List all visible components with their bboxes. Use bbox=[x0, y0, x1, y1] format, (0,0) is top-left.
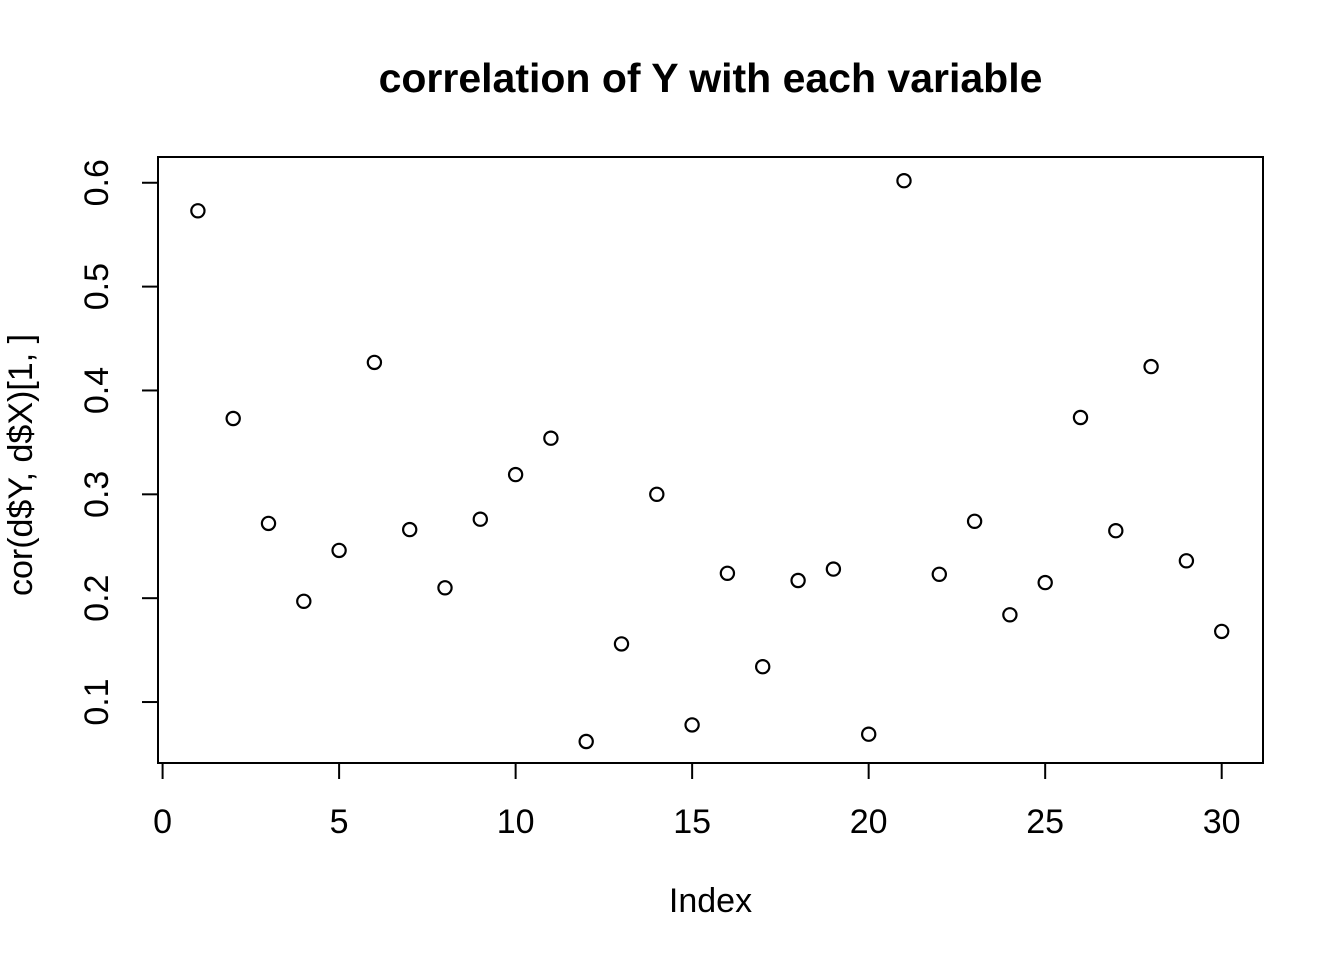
y-tick-label: 0.3 bbox=[78, 471, 116, 518]
data-point bbox=[649, 486, 665, 502]
data-point bbox=[1178, 553, 1195, 569]
x-tick-label: 30 bbox=[1203, 803, 1241, 841]
data-point bbox=[755, 659, 771, 675]
data-point bbox=[296, 593, 312, 610]
data-point bbox=[684, 717, 700, 733]
y-axis: 0.1 0.2 0.3 0.4 0.5 0.6 bbox=[78, 159, 158, 726]
data-point bbox=[190, 203, 206, 219]
data-point bbox=[225, 410, 241, 427]
x-tick-label: 10 bbox=[497, 803, 535, 841]
y-tick-label: 0.5 bbox=[78, 263, 116, 310]
plot-title: correlation of Y with each variable bbox=[379, 55, 1043, 101]
x-tick-label: 25 bbox=[1026, 803, 1064, 841]
x-tick-label: 20 bbox=[850, 803, 888, 841]
data-point bbox=[578, 733, 594, 750]
data-point bbox=[331, 542, 347, 559]
data-point bbox=[896, 172, 912, 189]
data-point bbox=[472, 511, 488, 527]
data-point bbox=[1002, 607, 1018, 623]
data-point bbox=[931, 566, 948, 583]
data-point bbox=[1072, 409, 1089, 426]
x-axis: 0 5 10 15 20 25 30 bbox=[153, 763, 1241, 841]
data-point bbox=[1108, 523, 1124, 539]
data-point bbox=[1143, 358, 1159, 375]
y-tick-label: 0.2 bbox=[78, 575, 116, 622]
data-point bbox=[825, 561, 842, 577]
data-point bbox=[613, 636, 630, 652]
y-tick-label: 0.6 bbox=[78, 159, 116, 206]
data-point bbox=[507, 466, 524, 483]
data-point bbox=[719, 565, 736, 582]
data-point bbox=[260, 515, 277, 532]
data-point bbox=[1037, 574, 1053, 591]
x-axis-label: Index bbox=[669, 882, 752, 920]
x-tick-label: 15 bbox=[673, 803, 711, 841]
x-tick-label: 0 bbox=[153, 803, 172, 841]
y-tick-label: 0.4 bbox=[78, 367, 116, 414]
data-point bbox=[366, 354, 383, 371]
data-point bbox=[966, 513, 983, 530]
x-tick-label: 5 bbox=[330, 803, 349, 841]
data-point bbox=[790, 572, 806, 589]
plot-box bbox=[157, 156, 1264, 764]
data-point bbox=[1213, 623, 1230, 640]
data-point bbox=[402, 521, 418, 538]
y-tick-label: 0.1 bbox=[78, 678, 116, 725]
data-point bbox=[437, 580, 453, 596]
y-axis-label: cor(d$Y, d$X)[1, ] bbox=[2, 334, 40, 596]
data-point bbox=[861, 726, 877, 742]
data-point bbox=[543, 430, 559, 446]
data-points bbox=[190, 172, 1230, 750]
